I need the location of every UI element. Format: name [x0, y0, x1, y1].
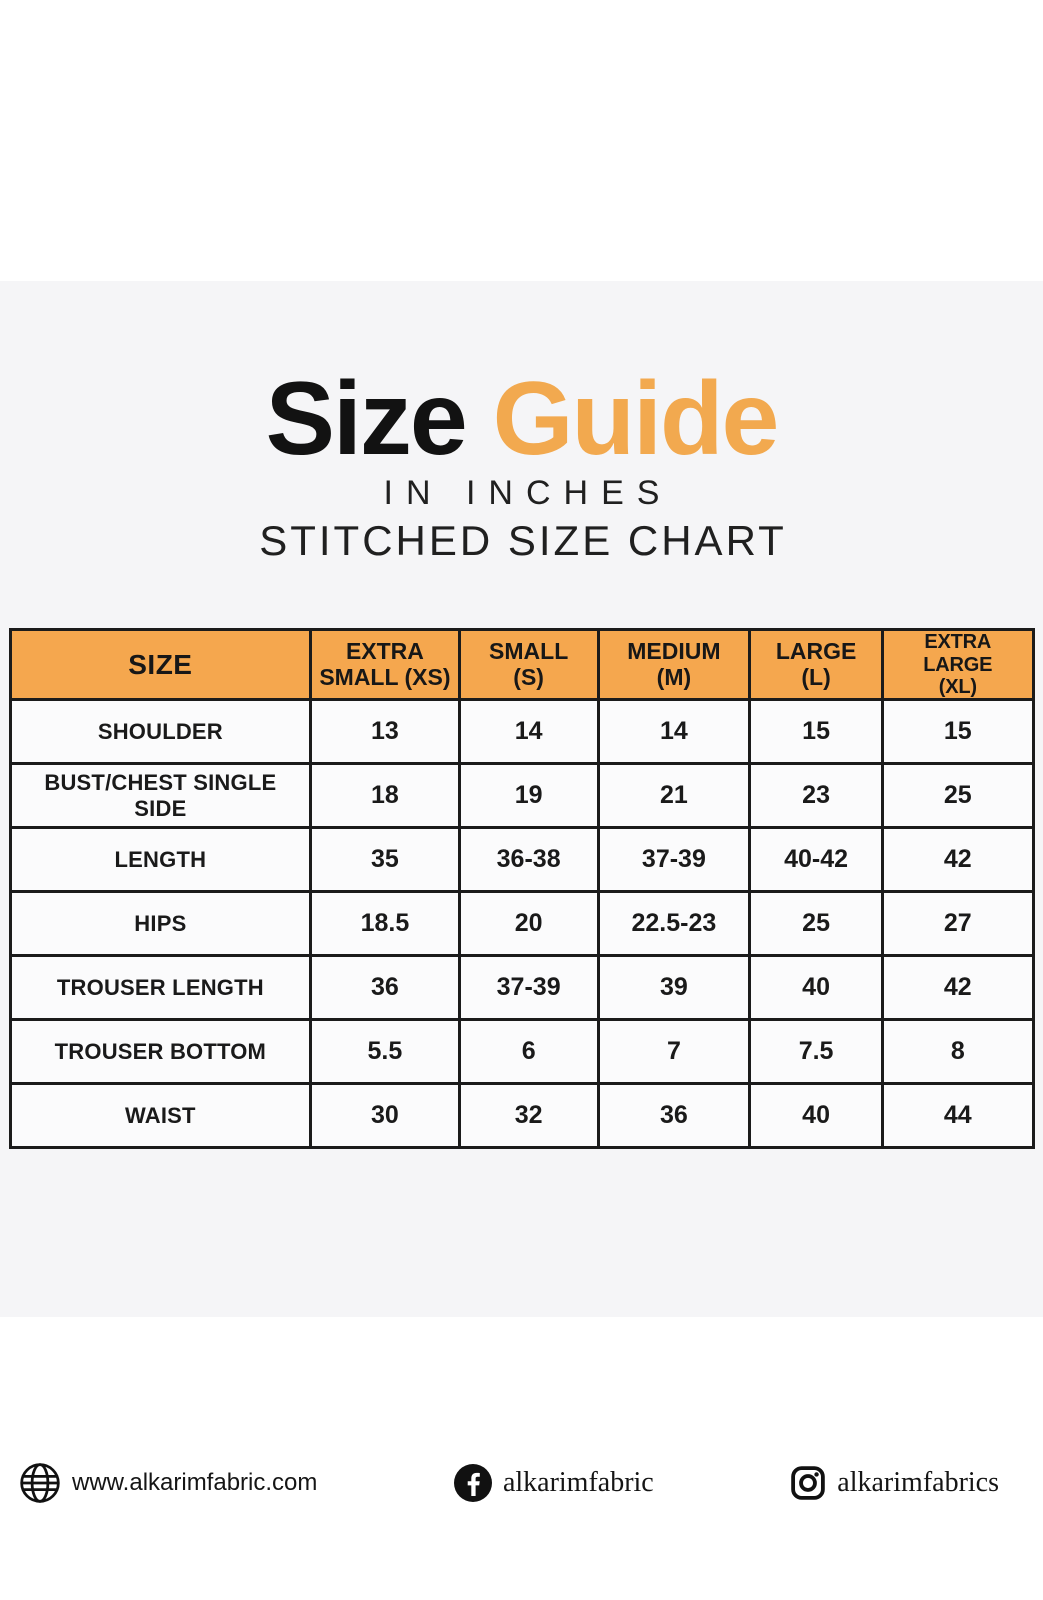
size-value-cell: 36	[596, 1082, 752, 1150]
facebook-icon	[453, 1464, 492, 1502]
size-value-cell: 8	[881, 1018, 1035, 1086]
website-link[interactable]: www.alkarimfabric.com	[18, 1461, 317, 1505]
size-value-cell: 7.5	[748, 1018, 885, 1086]
website-text: www.alkarimfabric.com	[72, 1469, 318, 1496]
row-label: BUST/CHEST SINGLE SIDE	[8, 762, 313, 830]
title-word-guide: Guide	[492, 361, 780, 477]
size-value-cell: 19	[457, 762, 600, 830]
table-row: TROUSER BOTTOM 5.5 6 7 7.5 8	[8, 1018, 1035, 1086]
table-row: TROUSER LENGTH 36 37-39 39 40 42	[8, 954, 1035, 1022]
table-row: SHOULDER 13 14 14 15 15	[8, 698, 1035, 766]
size-value-cell: 36	[309, 954, 461, 1022]
table-row: HIPS 18.5 20 22.5-23 25 27	[8, 890, 1035, 958]
size-value-cell: 32	[457, 1082, 600, 1150]
row-label: TROUSER BOTTOM	[8, 1018, 313, 1086]
size-value-cell: 21	[596, 762, 752, 830]
size-value-cell: 42	[881, 826, 1035, 894]
column-header: SIZE	[8, 628, 313, 702]
row-label: HIPS	[8, 890, 313, 958]
size-value-cell: 42	[881, 954, 1035, 1022]
column-header: LARGE (L)	[748, 628, 885, 702]
size-value-cell: 7	[596, 1018, 752, 1086]
size-value-cell: 18	[309, 762, 461, 830]
table-row: BUST/CHEST SINGLE SIDE 18 19 21 23 25	[8, 762, 1035, 830]
instagram-handle: alkarimfabrics	[837, 1467, 999, 1498]
table-header-row: SIZE EXTRA SMALL (XS) SMALL (S) MEDIUM (M) L…	[8, 628, 1035, 702]
size-value-cell: 15	[748, 698, 885, 766]
column-header: EXTRA LARGE (XL)	[881, 628, 1035, 702]
size-value-cell: 36-38	[457, 826, 600, 894]
instagram-link[interactable]: alkarimfabrics	[789, 1464, 999, 1502]
size-value-cell: 18.5	[309, 890, 461, 958]
column-header: EXTRA SMALL (XS)	[309, 628, 461, 702]
page-title: Size Guide	[0, 367, 1043, 471]
size-value-cell: 27	[881, 890, 1035, 958]
column-header: SMALL (S)	[457, 628, 600, 702]
row-label: WAIST	[8, 1082, 313, 1150]
size-value-cell: 37-39	[457, 954, 600, 1022]
subtitle-stitched-size-chart: STITCHED SIZE CHART	[259, 516, 787, 564]
size-value-cell: 39	[596, 954, 752, 1022]
size-value-cell: 40	[748, 954, 885, 1022]
row-label: SHOULDER	[8, 698, 313, 766]
size-value-cell: 20	[457, 890, 600, 958]
size-value-cell: 13	[309, 698, 461, 766]
size-value-cell: 40-42	[748, 826, 885, 894]
size-value-cell: 14	[596, 698, 752, 766]
size-value-cell: 15	[881, 698, 1035, 766]
size-value-cell: 35	[309, 826, 461, 894]
size-value-cell: 44	[881, 1082, 1035, 1150]
size-value-cell: 22.5-23	[596, 890, 752, 958]
size-guide-panel: Size Guide IN INCHES STITCHED SIZE CHART…	[0, 281, 1043, 1503]
instagram-icon	[791, 1466, 826, 1500]
size-value-cell: 37-39	[596, 826, 752, 894]
footer: www.alkarimfabric.com alkarimfabric alka…	[0, 1457, 1043, 1509]
column-header: MEDIUM (M)	[596, 628, 752, 702]
row-label: LENGTH	[8, 826, 313, 894]
size-value-cell: 5.5	[309, 1018, 461, 1086]
size-value-cell: 23	[748, 762, 885, 830]
facebook-link[interactable]: alkarimfabric	[453, 1463, 654, 1503]
size-value-cell: 14	[457, 698, 600, 766]
size-value-cell: 30	[309, 1082, 461, 1150]
size-chart-table: SIZE EXTRA SMALL (XS) SMALL (S) MEDIUM (M) L…	[8, 628, 1035, 1150]
facebook-handle: alkarimfabric	[502, 1467, 654, 1498]
globe-icon	[20, 1463, 60, 1503]
size-value-cell: 40	[748, 1082, 885, 1150]
size-value-cell: 25	[748, 890, 885, 958]
title-word-size: Size	[265, 361, 468, 477]
size-value-cell: 6	[457, 1018, 600, 1086]
size-value-cell: 25	[881, 762, 1035, 830]
row-label: TROUSER LENGTH	[8, 954, 313, 1022]
table-row: WAIST 30 32 36 40 44	[8, 1082, 1035, 1150]
subtitle-in-inches: IN INCHES	[383, 474, 673, 512]
table-row: LENGTH 35 36-38 37-39 40-42 42	[8, 826, 1035, 894]
